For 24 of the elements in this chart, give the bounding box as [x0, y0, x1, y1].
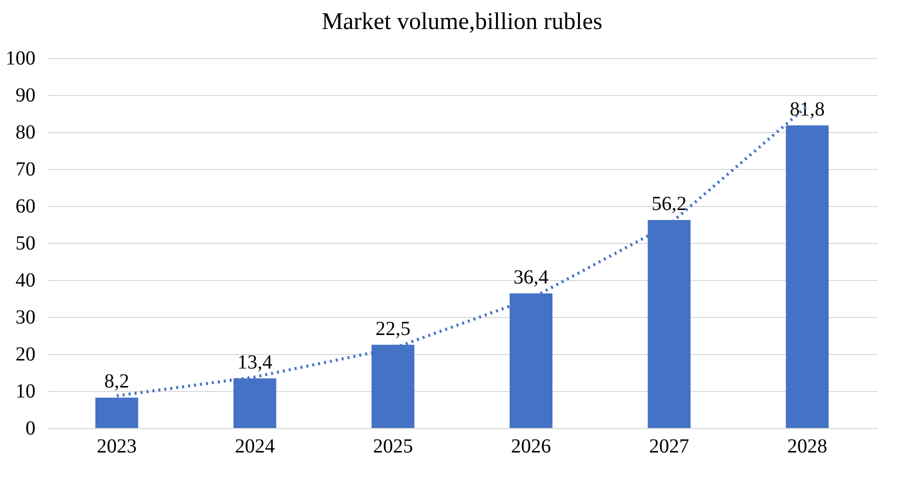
y-tick-label: 60 [16, 196, 36, 218]
x-tick-label: 2027 [649, 436, 690, 458]
y-tick-label: 40 [16, 270, 36, 292]
x-tick-label: 2026 [511, 436, 552, 458]
x-tick-label: 2025 [372, 436, 413, 458]
y-tick-label: 70 [16, 158, 36, 180]
x-tick-label: 2023 [96, 436, 137, 458]
data-label: 13,4 [237, 351, 272, 374]
y-tick-label: 20 [16, 344, 36, 366]
data-label: 36,4 [514, 266, 549, 288]
y-tick-label: 90 [16, 84, 36, 106]
data-label: 8,2 [104, 370, 130, 393]
data-label: 81,8 [790, 98, 825, 120]
y-tick-label: 50 [16, 232, 36, 254]
y-tick-label: 10 [16, 380, 36, 402]
x-tick-label: 2028 [787, 436, 828, 458]
y-tick-label: 0 [26, 418, 36, 440]
chart-title: Market volume,billion rubles [322, 9, 602, 35]
y-tick-label: 100 [6, 48, 36, 70]
data-label: 22,5 [375, 318, 410, 340]
y-tick-label: 80 [16, 122, 36, 144]
y-tick-label: 30 [16, 306, 36, 328]
data-label: 56,2 [652, 193, 687, 216]
x-tick-label: 2024 [234, 436, 275, 458]
